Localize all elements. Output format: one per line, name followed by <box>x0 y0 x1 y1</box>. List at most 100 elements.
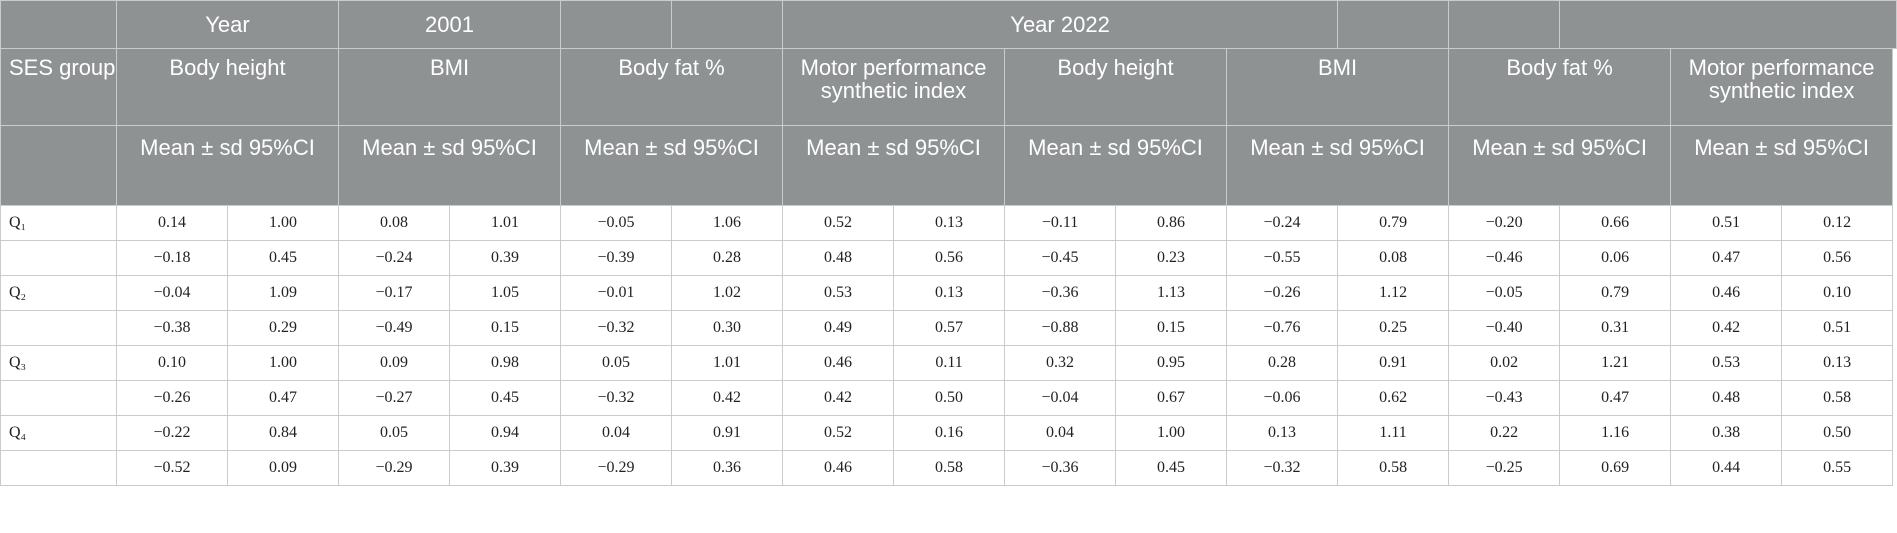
value-cell: 0.09 <box>338 345 451 381</box>
value-cell: 0.46 <box>1670 275 1783 311</box>
value-cell: 1.02 <box>671 275 784 311</box>
value-cell: 0.12 <box>1781 205 1894 241</box>
value-cell: 0.79 <box>1559 275 1672 311</box>
value-cell: 0.52 <box>782 205 895 241</box>
table-row: Q₄ −0.22 0.84 0.05 0.94 0.04 0.91 0.52 0.16 0.04 1… <box>0 415 1897 451</box>
value-cell: −0.55 <box>1226 240 1339 276</box>
value-cell: −0.40 <box>1448 310 1561 346</box>
value-cell: −0.18 <box>116 240 228 276</box>
measure-header: Body height <box>1004 48 1228 126</box>
header-empty-cell <box>1337 0 1450 49</box>
ses-group-cell <box>0 240 117 276</box>
value-cell: 0.13 <box>1781 345 1894 381</box>
value-cell: 1.12 <box>1337 275 1450 311</box>
value-cell: 0.08 <box>1337 240 1450 276</box>
value-cell: 0.04 <box>560 415 673 451</box>
value-cell: 0.44 <box>1670 450 1783 486</box>
ses-group-cell <box>0 450 117 486</box>
value-cell: 0.69 <box>1559 450 1672 486</box>
value-cell: −0.76 <box>1226 310 1339 346</box>
value-cell: 0.56 <box>1781 240 1894 276</box>
value-cell: −0.29 <box>338 450 451 486</box>
value-cell: 1.13 <box>1115 275 1228 311</box>
value-cell: 0.10 <box>1781 275 1894 311</box>
value-cell: 0.04 <box>1004 415 1117 451</box>
value-cell: 1.00 <box>226 345 340 381</box>
value-cell: 0.84 <box>226 415 340 451</box>
measure-header: Body height <box>115 48 340 126</box>
value-cell: −0.11 <box>1004 205 1117 241</box>
value-cell: 0.53 <box>782 275 895 311</box>
stat-header: Mean ± sd 95%CI <box>115 125 340 206</box>
value-cell: 0.05 <box>560 345 673 381</box>
value-cell: 0.11 <box>893 345 1006 381</box>
value-cell: −0.49 <box>338 310 451 346</box>
value-cell: 0.13 <box>1226 415 1339 451</box>
value-cell: 0.15 <box>449 310 562 346</box>
value-cell: 0.05 <box>338 415 451 451</box>
value-cell: 0.31 <box>1559 310 1672 346</box>
value-cell: 0.06 <box>1559 240 1672 276</box>
ses-group-cell <box>0 310 117 346</box>
value-cell: 0.02 <box>1448 345 1561 381</box>
value-cell: 0.47 <box>1559 380 1672 416</box>
ses-group-cell: Q₃ <box>0 345 117 381</box>
value-cell: 0.94 <box>449 415 562 451</box>
data-table: Year 2001 Year 2022 SES group Body heigh… <box>0 0 1897 486</box>
value-cell: 0.28 <box>1226 345 1339 381</box>
value-cell: 0.55 <box>1781 450 1894 486</box>
value-cell: 0.50 <box>893 380 1006 416</box>
header-empty-cell <box>1559 0 1897 49</box>
stat-header: Mean ± sd 95%CI <box>1004 125 1228 206</box>
value-cell: −0.05 <box>560 205 673 241</box>
value-cell: 1.21 <box>1559 345 1672 381</box>
value-cell: −0.05 <box>1448 275 1561 311</box>
value-cell: 0.39 <box>449 240 562 276</box>
value-cell: 0.62 <box>1337 380 1450 416</box>
value-cell: 0.16 <box>893 415 1006 451</box>
value-cell: 0.53 <box>1670 345 1783 381</box>
value-cell: 0.52 <box>782 415 895 451</box>
value-cell: 0.57 <box>893 310 1006 346</box>
value-cell: 0.36 <box>671 450 784 486</box>
table-body: Q₁ 0.14 1.00 0.08 1.01 −0.05 1.06 0.52 0.13 −0.11… <box>0 205 1897 486</box>
header-row-years: Year 2001 Year 2022 <box>0 0 1897 49</box>
value-cell: 0.10 <box>116 345 228 381</box>
value-cell: 0.14 <box>116 205 228 241</box>
value-cell: −0.27 <box>338 380 451 416</box>
ses-group-cell: Q₄ <box>0 415 117 451</box>
value-cell: −0.32 <box>560 310 673 346</box>
year-2022-label: Year 2022 <box>782 0 1339 49</box>
value-cell: −0.01 <box>560 275 673 311</box>
stat-header: Mean ± sd 95%CI <box>1448 125 1672 206</box>
value-cell: −0.52 <box>116 450 228 486</box>
table-row: Q₃ 0.10 1.00 0.09 0.98 0.05 1.01 0.46 0.11 0.32 0.… <box>0 345 1897 381</box>
stat-header: Mean ± sd 95%CI <box>1226 125 1450 206</box>
value-cell: 0.48 <box>1670 380 1783 416</box>
measure-header: BMI <box>1226 48 1450 126</box>
value-cell: −0.32 <box>1226 450 1339 486</box>
table-row: −0.26 0.47 −0.27 0.45 −0.32 0.42 0.42 0.50 −0.04… <box>0 380 1897 416</box>
value-cell: 0.13 <box>893 275 1006 311</box>
ses-group-cell: Q₁ <box>0 205 117 241</box>
value-cell: 0.38 <box>1670 415 1783 451</box>
value-cell: 0.45 <box>226 240 340 276</box>
value-cell: 0.50 <box>1781 415 1894 451</box>
measure-header: Motor performance synthetic index <box>1670 48 1894 126</box>
value-cell: −0.04 <box>116 275 228 311</box>
value-cell: 0.15 <box>1115 310 1228 346</box>
value-cell: 0.23 <box>1115 240 1228 276</box>
value-cell: −0.43 <box>1448 380 1561 416</box>
measure-header: Motor performance synthetic index <box>782 48 1006 126</box>
value-cell: 0.67 <box>1115 380 1228 416</box>
header-row-stats: Mean ± sd 95%CI Mean ± sd 95%CI Mean ± s… <box>0 125 1897 206</box>
table-row: Q₂ −0.04 1.09 −0.17 1.05 −0.01 1.02 0.53 0.13 −0.… <box>0 275 1897 311</box>
value-cell: 0.28 <box>671 240 784 276</box>
value-cell: 0.79 <box>1337 205 1450 241</box>
value-cell: 0.58 <box>1781 380 1894 416</box>
ses-group-header: SES group <box>0 48 117 126</box>
header-empty-cell <box>560 0 673 49</box>
value-cell: −0.24 <box>338 240 451 276</box>
value-cell: −0.29 <box>560 450 673 486</box>
table-row: Q₁ 0.14 1.00 0.08 1.01 −0.05 1.06 0.52 0.13 −0.11… <box>0 205 1897 241</box>
